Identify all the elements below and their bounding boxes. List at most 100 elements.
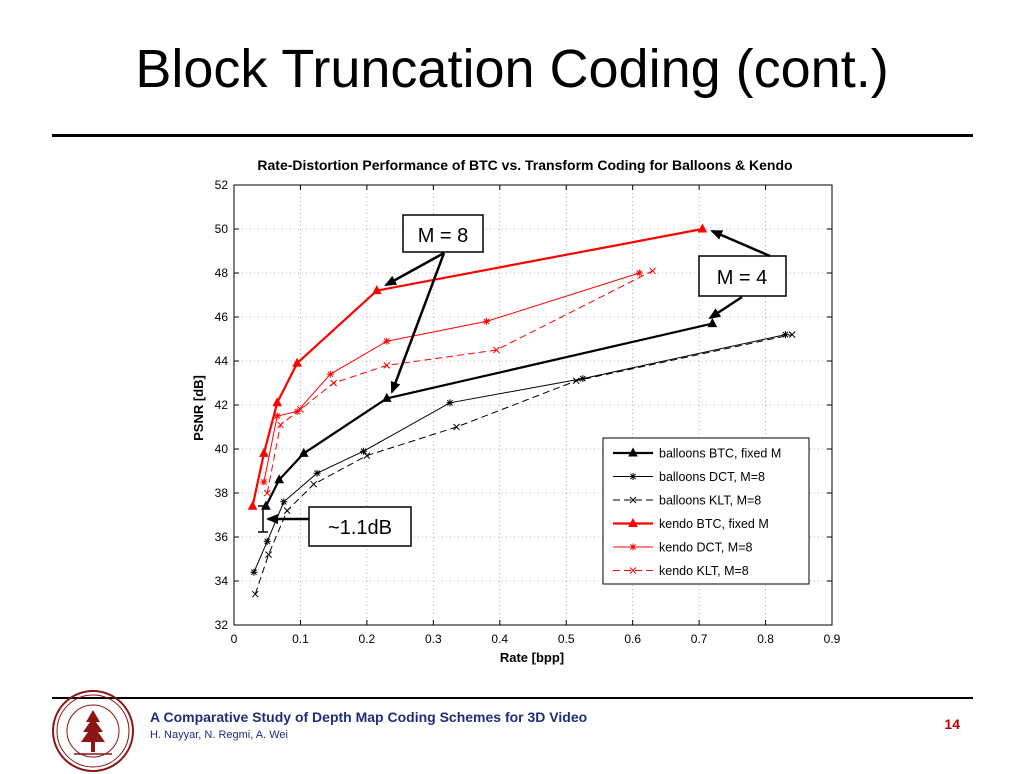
chart-title: Rate-Distortion Performance of BTC vs. T… (257, 157, 792, 173)
data-point (649, 267, 656, 275)
y-tick-label: 52 (215, 178, 229, 192)
x-tick-label: 0.7 (691, 632, 708, 646)
annotation-db: ~1.1dB (328, 517, 392, 539)
legend-label: kendo DCT, M=8 (659, 541, 752, 555)
legend-marker (628, 517, 638, 527)
legend: balloons BTC, fixed M balloons DCT, M=8 ba… (602, 437, 810, 585)
slide-title: Block Truncation Coding (cont.) (135, 39, 889, 99)
data-point (446, 399, 454, 407)
x-axis-label: Rate [bpp] (500, 650, 564, 665)
legend-box (602, 437, 810, 585)
footer-authors: H. Nayyar, N. Regmi, A. Wei (150, 729, 288, 741)
data-point (273, 412, 281, 420)
data-point (263, 489, 271, 497)
legend-item: kendo DCT, M=8 (613, 541, 752, 555)
legend-marker (629, 496, 637, 504)
series-line (251, 227, 703, 507)
data-point (260, 478, 268, 486)
annotation-arrow-m8-top (384, 251, 445, 287)
footer-divider (52, 697, 973, 699)
y-tick-label: 34 (215, 574, 229, 588)
x-tick-label: 0.9 (824, 632, 841, 646)
series-line (253, 334, 786, 573)
annotation-m8: M = 8 (418, 225, 469, 247)
rate-distortion-chart: Rate-Distortion Performance of BTC vs. T… (191, 157, 841, 665)
data-point (781, 331, 789, 339)
data-point (383, 337, 391, 345)
legend-label: kendo BTC, fixed M (659, 517, 769, 531)
data-point (274, 474, 285, 484)
annotation-arrow-m4-top (710, 229, 771, 258)
legend-item: balloons KLT, M=8 (613, 494, 761, 508)
annotation-box-m4 (698, 255, 787, 297)
annotation-arrow-m4-bottom (708, 295, 743, 320)
series-2 (251, 331, 796, 598)
x-tick-label: 0.6 (624, 632, 641, 646)
data-point (360, 447, 368, 455)
data-point (383, 362, 391, 369)
series-line (254, 334, 793, 595)
data-point (292, 357, 302, 367)
data-point (453, 423, 460, 431)
data-point (572, 377, 580, 385)
y-tick-label: 50 (215, 222, 229, 236)
data-point (280, 498, 288, 506)
annotation-arrow-m8-bottom (390, 252, 446, 394)
y-axis-label: PSNR [dB] (191, 375, 206, 441)
title-divider (52, 134, 973, 137)
annotation-box-m8 (402, 214, 484, 253)
y-tick-label: 42 (215, 398, 229, 412)
data-point (251, 590, 259, 598)
data-point (313, 469, 321, 477)
page-number: 14 (944, 716, 960, 732)
x-tick-label: 0.4 (491, 632, 508, 646)
y-tick-label: 46 (215, 310, 229, 324)
data-point (310, 480, 318, 488)
data-point (697, 223, 708, 233)
annotation-box-db (308, 506, 412, 547)
data-point (298, 447, 309, 457)
data-point (326, 370, 334, 378)
data-point (788, 331, 796, 338)
legend-marker (629, 543, 637, 551)
data-point (283, 507, 291, 514)
x-tick-label: 0.8 (757, 632, 774, 646)
series-3 (247, 223, 708, 510)
x-tick-label: 0 (231, 632, 238, 646)
data-point (297, 406, 304, 413)
data-point (363, 452, 371, 459)
data-point (372, 285, 382, 295)
legend-item: balloons DCT, M=8 (613, 470, 765, 484)
data-point (635, 269, 643, 277)
data-point (277, 421, 284, 429)
data-point (482, 317, 490, 325)
data-point (381, 392, 392, 402)
x-tick-label: 0.1 (292, 632, 309, 646)
grid-lines (234, 185, 832, 625)
data-point (259, 447, 269, 457)
series-0 (261, 318, 718, 510)
x-tick-label: 0.2 (359, 632, 376, 646)
x-tick-label: 0.5 (558, 632, 575, 646)
data-point (707, 318, 718, 328)
data-point (247, 500, 258, 510)
data-point (493, 346, 500, 354)
data-point (579, 375, 587, 383)
legend-marker (629, 473, 637, 480)
y-axis-ticks: 32 34 36 38 40 42 44 46 48 50 52 (215, 178, 832, 632)
data-point (263, 537, 271, 545)
y-tick-label: 48 (215, 266, 229, 280)
data-point (265, 551, 272, 558)
y-tick-label: 40 (215, 442, 229, 456)
legend-marker (629, 567, 637, 574)
legend-label: balloons DCT, M=8 (659, 470, 765, 484)
y-tick-label: 38 (215, 486, 229, 500)
y-tick-label: 44 (215, 354, 229, 368)
annotation-m4: M = 4 (717, 267, 768, 289)
annotations: M = 8 M = 4 ~1.1dB (258, 214, 787, 547)
legend-label: balloons KLT, M=8 (659, 494, 761, 508)
legend-label: kendo KLT, M=8 (659, 564, 749, 578)
data-point (272, 397, 283, 407)
legend-item: balloons BTC, fixed M (613, 447, 781, 461)
x-tick-label: 0.3 (425, 632, 442, 646)
